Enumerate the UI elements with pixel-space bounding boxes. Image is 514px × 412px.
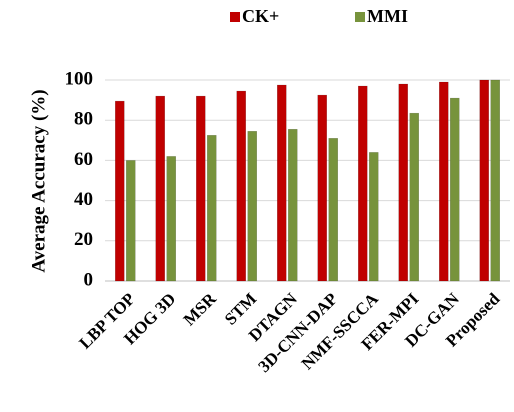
bar [155,95,165,282]
legend-label: MMI [367,6,408,26]
y-tick-label: 60 [74,149,93,170]
legend-swatch [230,12,240,22]
legend-swatch [355,12,365,22]
x-tick-label: MSR [180,289,221,330]
y-tick-label: 40 [74,189,93,210]
bar [288,128,298,282]
bar [490,79,500,282]
bar [207,135,217,282]
bar [358,85,368,282]
bar [409,112,419,282]
bar [328,138,338,282]
y-tick-label: 100 [65,68,94,89]
y-tick-label: 80 [74,109,93,130]
bar [236,90,246,282]
bar [317,94,327,282]
y-tick-label: 20 [74,229,93,250]
bar [126,160,136,282]
bar [115,100,125,282]
bar [450,97,460,282]
bar [398,83,408,282]
bar [369,152,379,282]
y-axis-label: Average Accuracy (%) [28,89,49,272]
bar [196,95,206,282]
bar [439,81,449,282]
bar [479,79,489,282]
bar [247,131,257,282]
bar [277,84,287,282]
bar [166,156,176,282]
legend-label: CK+ [242,6,279,26]
y-tick-label: 0 [84,269,94,290]
